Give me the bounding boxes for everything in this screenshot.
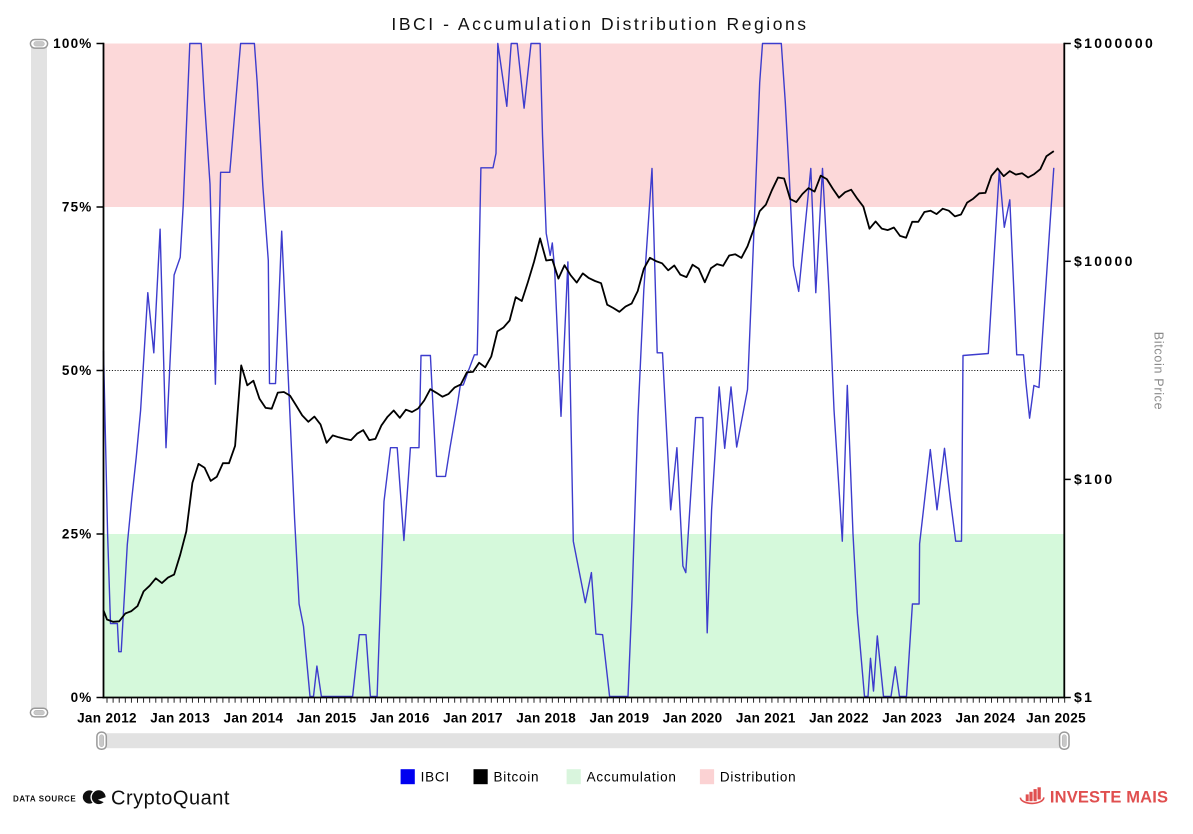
svg-text:IBCI - Accumulation Distributi: IBCI - Accumulation Distribution Regions <box>391 14 808 34</box>
svg-text:0%: 0% <box>71 690 93 705</box>
svg-text:$10000: $10000 <box>1074 253 1135 269</box>
svg-text:INVESTE MAIS: INVESTE MAIS <box>1050 788 1168 806</box>
svg-text:25%: 25% <box>62 527 93 542</box>
svg-text:Bitcoin Price: Bitcoin Price <box>1152 332 1166 411</box>
svg-text:Jan 2018: Jan 2018 <box>516 711 576 726</box>
svg-text:Jan 2013: Jan 2013 <box>150 711 210 726</box>
svg-text:50%: 50% <box>62 363 93 378</box>
svg-text:Jan 2025: Jan 2025 <box>1026 711 1086 726</box>
svg-text:IBCI: IBCI <box>421 770 450 785</box>
svg-text:Jan 2015: Jan 2015 <box>297 711 357 726</box>
svg-text:Jan 2021: Jan 2021 <box>736 711 796 726</box>
svg-text:$1000000: $1000000 <box>1074 35 1155 51</box>
svg-text:Jan 2014: Jan 2014 <box>223 711 283 726</box>
svg-text:DATA SOURCE: DATA SOURCE <box>13 795 76 804</box>
svg-text:Accumulation: Accumulation <box>587 770 677 785</box>
svg-text:Jan 2024: Jan 2024 <box>955 711 1015 726</box>
svg-text:Jan 2019: Jan 2019 <box>589 711 649 726</box>
svg-text:$100: $100 <box>1074 471 1115 487</box>
svg-text:Jan 2012: Jan 2012 <box>77 711 137 726</box>
svg-text:Distribution: Distribution <box>720 770 797 785</box>
svg-text:Jan 2020: Jan 2020 <box>663 711 723 726</box>
svg-text:$1: $1 <box>1074 689 1094 705</box>
svg-text:Jan 2023: Jan 2023 <box>882 711 942 726</box>
svg-text:Jan 2022: Jan 2022 <box>809 711 869 726</box>
svg-text:CryptoQuant: CryptoQuant <box>111 787 230 809</box>
svg-text:Bitcoin: Bitcoin <box>494 770 540 785</box>
svg-text:Jan 2016: Jan 2016 <box>370 711 430 726</box>
svg-text:Jan 2017: Jan 2017 <box>443 711 503 726</box>
svg-text:75%: 75% <box>62 200 93 215</box>
svg-text:100%: 100% <box>53 36 92 51</box>
